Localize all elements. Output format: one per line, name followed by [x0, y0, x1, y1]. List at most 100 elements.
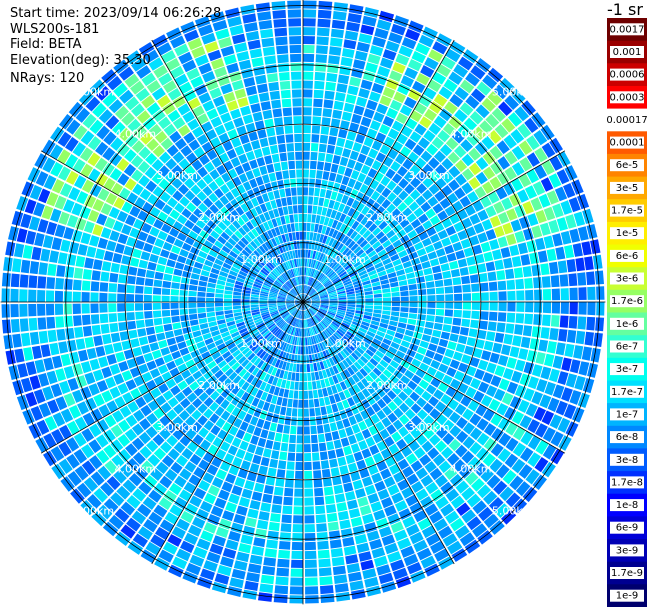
range-gate — [394, 332, 404, 340]
range-gate — [206, 219, 217, 230]
range-gate — [472, 126, 487, 140]
range-gate — [340, 437, 350, 447]
range-gate — [139, 446, 152, 459]
range-gate — [364, 7, 379, 18]
range-gate — [129, 367, 141, 378]
range-gate — [338, 295, 347, 298]
range-gate — [322, 350, 328, 360]
range-gate — [343, 545, 357, 556]
range-gate — [216, 315, 225, 321]
range-gate — [272, 441, 281, 451]
range-gate — [77, 244, 88, 256]
range-gate — [267, 467, 277, 477]
range-gate — [419, 254, 429, 263]
range-gate — [307, 287, 313, 295]
range-gate — [196, 538, 211, 551]
range-gate — [303, 213, 307, 222]
range-gate — [270, 310, 279, 315]
range-label: 4.00km — [114, 127, 156, 140]
range-gate — [315, 261, 321, 270]
range-gate — [50, 208, 62, 223]
range-gate — [395, 112, 408, 125]
range-gate — [225, 282, 235, 288]
range-gate — [96, 449, 110, 464]
range-gate — [316, 242, 322, 252]
range-gate — [183, 89, 197, 102]
range-gate — [350, 274, 359, 280]
range-gate — [279, 369, 285, 379]
range-gate — [317, 288, 326, 293]
range-gate — [360, 216, 369, 226]
range-gate — [109, 386, 121, 399]
range-gate — [79, 206, 91, 220]
range-gate — [86, 246, 97, 258]
range-gate — [287, 305, 296, 310]
range-gate — [223, 453, 235, 464]
range-gate — [325, 256, 332, 265]
range-gate — [272, 314, 280, 320]
range-gate — [40, 248, 51, 262]
range-gate — [290, 290, 297, 296]
range-gate — [266, 127, 276, 137]
range-gate — [335, 284, 344, 289]
range-gate — [1, 272, 11, 287]
range-gate — [494, 225, 505, 238]
range-gate — [224, 306, 233, 311]
range-gate — [51, 429, 65, 444]
range-gate — [135, 285, 144, 294]
range-gate — [381, 581, 397, 593]
colorbar-label: 3e-6 — [616, 274, 639, 285]
range-gate — [279, 309, 288, 314]
range-gate — [258, 20, 273, 30]
colorbar-label-bg — [610, 68, 644, 81]
range-gate — [303, 417, 310, 426]
range-gate — [28, 216, 41, 231]
range-gate — [96, 213, 108, 226]
range-gate — [89, 119, 104, 135]
range-gate — [440, 394, 452, 405]
range-gate — [268, 81, 280, 92]
range-gate — [211, 215, 221, 225]
range-gate — [318, 273, 325, 282]
range-gate — [289, 335, 294, 345]
range-gate — [222, 378, 232, 388]
range-gate — [268, 385, 276, 395]
range-gate — [279, 275, 287, 283]
range-gate — [106, 354, 117, 365]
range-gate — [315, 63, 327, 72]
range-gate — [459, 102, 474, 116]
range-gate — [197, 415, 208, 426]
range-gate — [190, 172, 202, 183]
range-gate — [435, 496, 449, 510]
range-gate — [367, 250, 377, 258]
range-gate — [242, 371, 251, 381]
range-gate — [80, 386, 92, 400]
range-gate — [267, 261, 275, 269]
range-gate — [358, 343, 367, 352]
range-gate — [398, 391, 409, 402]
colorbar-label-bg — [610, 159, 644, 172]
range-gate — [224, 290, 233, 295]
range-gate — [72, 389, 84, 403]
range-gate — [311, 134, 320, 143]
range-gate — [407, 562, 422, 575]
range-gate — [78, 90, 94, 106]
range-gate — [360, 355, 369, 364]
range-gate — [358, 420, 368, 431]
range-gate — [121, 370, 133, 382]
range-gate — [50, 383, 63, 398]
range-gate — [378, 220, 388, 230]
range-gate — [434, 370, 445, 381]
range-gate — [284, 479, 294, 488]
range-gate — [201, 32, 216, 45]
range-gate — [220, 556, 234, 568]
range-gate — [339, 213, 347, 223]
range-gate — [149, 342, 160, 352]
range-gate — [380, 279, 389, 285]
range-gate — [428, 396, 439, 407]
range-gate — [392, 258, 402, 267]
range-gate — [304, 319, 306, 328]
range-gate — [178, 410, 190, 421]
range-gate — [474, 186, 487, 199]
range-gate — [320, 306, 328, 310]
